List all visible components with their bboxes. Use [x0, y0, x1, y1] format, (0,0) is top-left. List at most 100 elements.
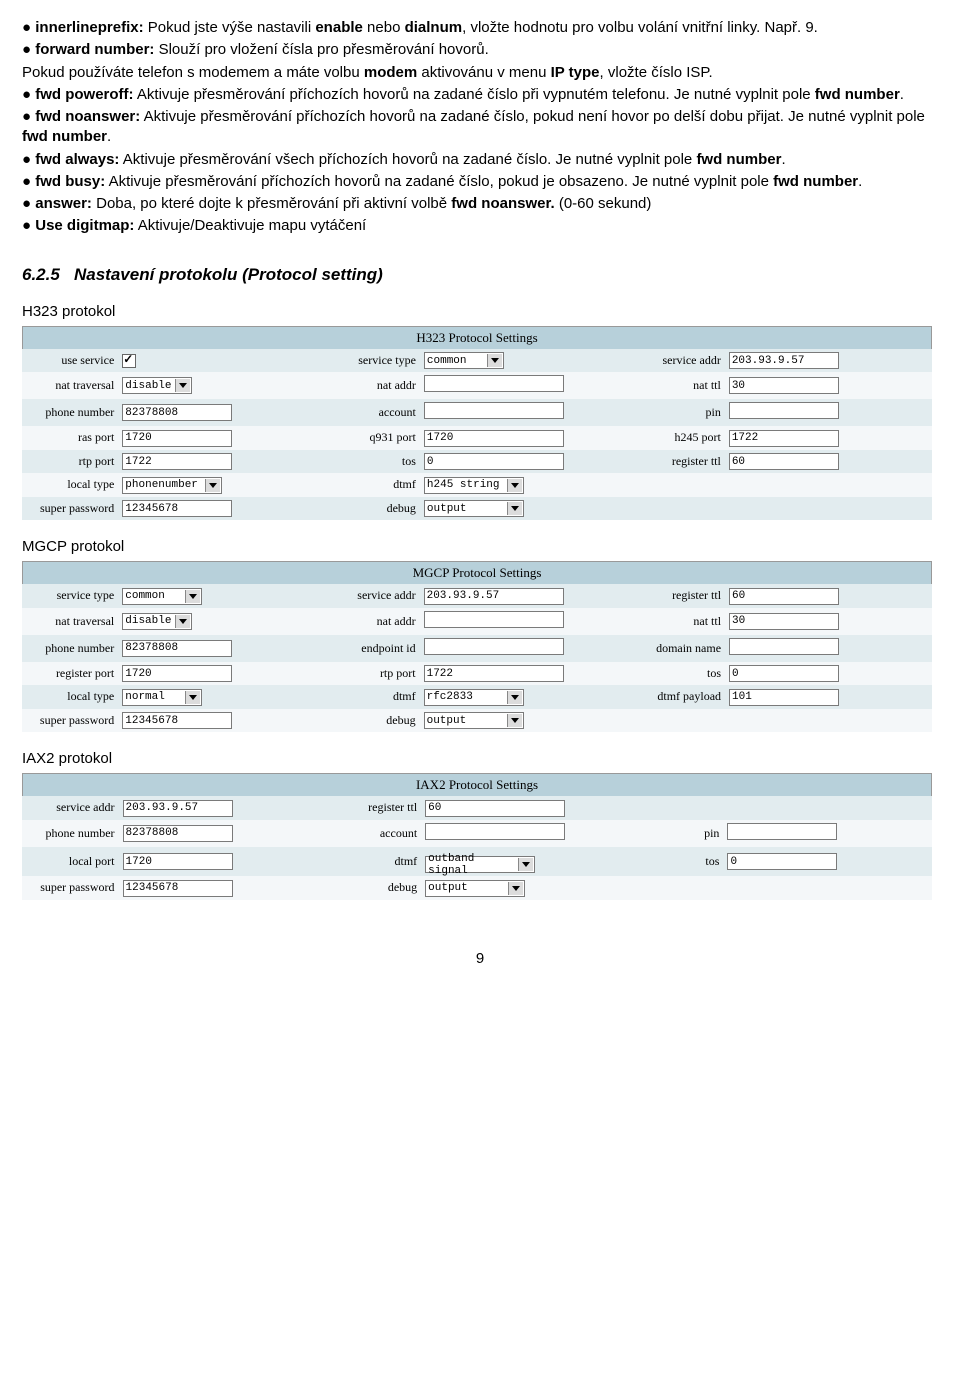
text-input[interactable]: 101 [729, 689, 839, 706]
field-label: dtmf [327, 847, 421, 877]
field-cell [725, 399, 932, 426]
text-input[interactable]: 12345678 [123, 880, 233, 897]
field-label: super password [22, 709, 118, 733]
field-label: endpoint id [325, 635, 419, 662]
text-input[interactable]: 60 [425, 800, 565, 817]
text-input[interactable]: 30 [729, 613, 839, 630]
text-input[interactable] [424, 611, 564, 628]
select-input[interactable]: output [424, 500, 524, 517]
field-label: debug [325, 709, 419, 733]
field-cell: 203.93.9.57 [725, 349, 932, 373]
table-row: phone number82378808accountpin [22, 820, 932, 847]
field-label: nat addr [325, 372, 419, 399]
table-row: super password12345678 debug output [22, 709, 932, 733]
field-cell: 82378808 [118, 399, 325, 426]
iax2-panel: IAX2 Protocol Settings service addr203.9… [22, 773, 932, 900]
field-label: rtp port [22, 450, 118, 474]
bullet-use-digitmap: ● Use digitmap: Aktivuje/Deaktivuje mapu… [22, 216, 938, 236]
text-input[interactable]: 1722 [729, 430, 839, 447]
field-cell [723, 796, 932, 820]
table-row: phone number82378808accountpin [22, 399, 932, 426]
field-label: account [325, 399, 419, 426]
field-cell: 12345678 [119, 876, 328, 900]
field-cell: output [420, 709, 630, 733]
text-input[interactable] [727, 823, 837, 840]
field-cell [725, 709, 932, 733]
checkbox[interactable] [122, 354, 136, 368]
text-input[interactable]: 203.93.9.57 [729, 352, 839, 369]
text-input[interactable]: 1722 [424, 665, 564, 682]
text-input[interactable]: 82378808 [123, 825, 233, 842]
field-cell [725, 497, 932, 521]
label-mgcp: MGCP protokol [22, 538, 938, 555]
field-cell [723, 820, 932, 847]
table-row: phone number82378808endpoint iddomain na… [22, 635, 932, 662]
field-label: ras port [22, 426, 118, 450]
text-input[interactable]: 60 [729, 588, 839, 605]
text-input[interactable] [424, 375, 564, 392]
text-input[interactable] [425, 823, 565, 840]
field-label: register port [22, 662, 118, 686]
select-input[interactable]: normal [122, 689, 202, 706]
field-label: dtmf payload [630, 685, 725, 709]
select-input[interactable]: outband signal [425, 856, 535, 873]
text-input[interactable]: 203.93.9.57 [424, 588, 564, 605]
text-input[interactable] [424, 638, 564, 655]
select-input[interactable]: phonenumber [122, 477, 222, 494]
field-cell: 82378808 [119, 820, 328, 847]
text-input[interactable]: 1720 [424, 430, 564, 447]
field-cell [420, 399, 630, 426]
field-label: tos [633, 847, 724, 877]
select-input[interactable]: common [122, 588, 202, 605]
field-label: nat traversal [22, 608, 118, 635]
field-label: pin [630, 399, 725, 426]
text-input[interactable]: 1720 [122, 430, 232, 447]
bullet-fwd-busy: ● fwd busy: Aktivuje přesměrování přícho… [22, 172, 938, 192]
bullet-answer: ● answer: Doba, po které dojte k přesměr… [22, 194, 938, 214]
text-input[interactable] [729, 402, 839, 419]
select-input[interactable]: common [424, 352, 504, 369]
text-input[interactable]: 203.93.9.57 [123, 800, 233, 817]
text-input[interactable]: 0 [424, 453, 564, 470]
text-input[interactable]: 82378808 [122, 640, 232, 657]
field-cell: 30 [725, 372, 932, 399]
text-input[interactable]: 60 [729, 453, 839, 470]
text-input[interactable]: 30 [729, 377, 839, 394]
text-input[interactable]: 82378808 [122, 404, 232, 421]
field-cell: h245 string [420, 473, 630, 497]
field-label: phone number [22, 820, 119, 847]
select-input[interactable]: output [424, 712, 524, 729]
select-input[interactable]: output [425, 880, 525, 897]
text-input[interactable] [424, 402, 564, 419]
text-input[interactable]: 1722 [122, 453, 232, 470]
text-input[interactable]: 1720 [123, 853, 233, 870]
field-label: pin [633, 820, 724, 847]
field-cell [723, 876, 932, 900]
field-cell: 203.93.9.57 [119, 796, 328, 820]
field-label: service type [22, 584, 118, 608]
text-input[interactable]: 0 [727, 853, 837, 870]
text-input[interactable] [729, 638, 839, 655]
field-cell [421, 820, 632, 847]
field-cell: output [420, 497, 630, 521]
table-row: ras port1720q931 port1720h245 port1722 [22, 426, 932, 450]
text-input[interactable]: 1720 [122, 665, 232, 682]
select-input[interactable]: h245 string [424, 477, 524, 494]
table-row: local typephonenumberdtmfh245 string [22, 473, 932, 497]
field-label [630, 497, 725, 521]
table-row: nat traversaldisablenat addrnat ttl30 [22, 372, 932, 399]
field-cell [725, 473, 932, 497]
field-label: debug [325, 497, 419, 521]
text-input[interactable]: 12345678 [122, 500, 232, 517]
table-row: service addr203.93.9.57register ttl60 [22, 796, 932, 820]
select-input[interactable]: disable [122, 613, 192, 630]
text-input[interactable]: 12345678 [122, 712, 232, 729]
bullet-fwd-poweroff: ● fwd poweroff: Aktivuje přesměrování př… [22, 85, 938, 105]
field-cell: 1722 [420, 662, 630, 686]
select-input[interactable]: rfc2833 [424, 689, 524, 706]
text-input[interactable]: 0 [729, 665, 839, 682]
select-input[interactable]: disable [122, 377, 192, 394]
field-cell: 1722 [118, 450, 325, 474]
field-cell: 82378808 [118, 635, 325, 662]
field-label: use service [22, 349, 118, 373]
